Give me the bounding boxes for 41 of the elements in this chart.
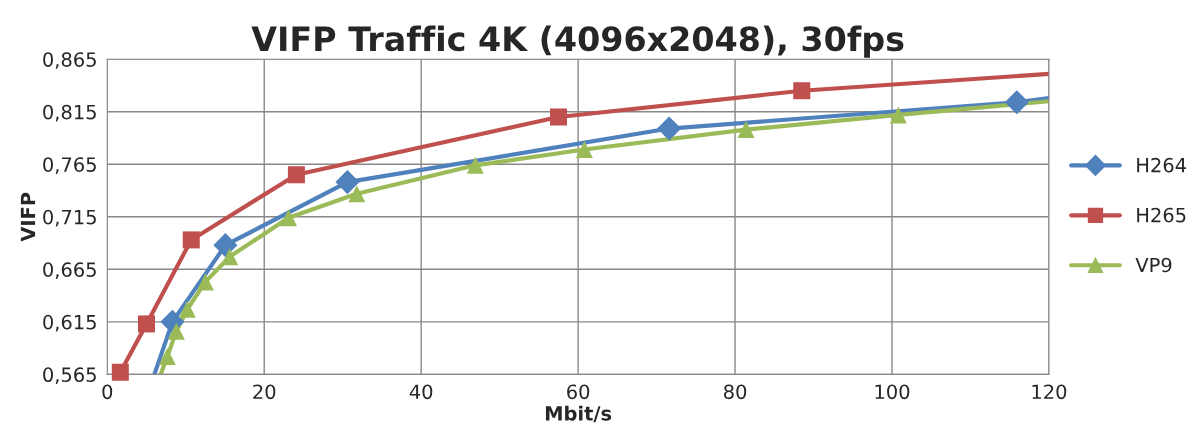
y-tick-label: 0,865 [43, 52, 96, 69]
point [158, 347, 176, 365]
legend-label: H265 [1137, 207, 1186, 223]
x-tick-label: 40 [409, 384, 433, 400]
x-tick-label: 0 [102, 384, 113, 400]
y-tick-label: 0,615 [43, 314, 96, 332]
point [111, 363, 129, 381]
point [737, 121, 755, 139]
point [167, 322, 185, 340]
x-tick-label: 100 [875, 384, 910, 400]
point [550, 108, 568, 126]
point [138, 315, 156, 333]
point [213, 233, 238, 258]
point [889, 106, 907, 124]
legend-label: H264 [1137, 157, 1186, 173]
y-tick-label: 0,565 [43, 367, 96, 384]
legend-label: VP9 [1135, 257, 1172, 273]
y-tick-label: 0,815 [43, 104, 96, 122]
y-tick-label: 0,715 [43, 209, 96, 227]
point [793, 82, 811, 100]
point [335, 170, 360, 195]
chart-title: VIFP Traffic 4K (4096x2048), 30fps [251, 25, 904, 58]
point [1004, 90, 1029, 115]
x-tick-label: 20 [253, 384, 276, 400]
point [657, 116, 682, 141]
y-tick-label: 0,665 [43, 262, 96, 279]
point [575, 141, 593, 159]
y-axis-title: VIFP [20, 192, 36, 242]
point [221, 248, 239, 266]
point [178, 300, 196, 318]
point [280, 209, 298, 227]
point [196, 273, 214, 291]
point [348, 185, 366, 203]
x-axis-title: Mbit/s [545, 405, 612, 423]
point [182, 231, 200, 249]
x-tick-label: 120 [1032, 384, 1067, 400]
x-tick-label: 60 [567, 384, 590, 400]
y-tick-label: 0,765 [43, 157, 96, 174]
point [287, 166, 305, 184]
point [466, 156, 484, 174]
x-tick-label: 80 [724, 384, 747, 400]
